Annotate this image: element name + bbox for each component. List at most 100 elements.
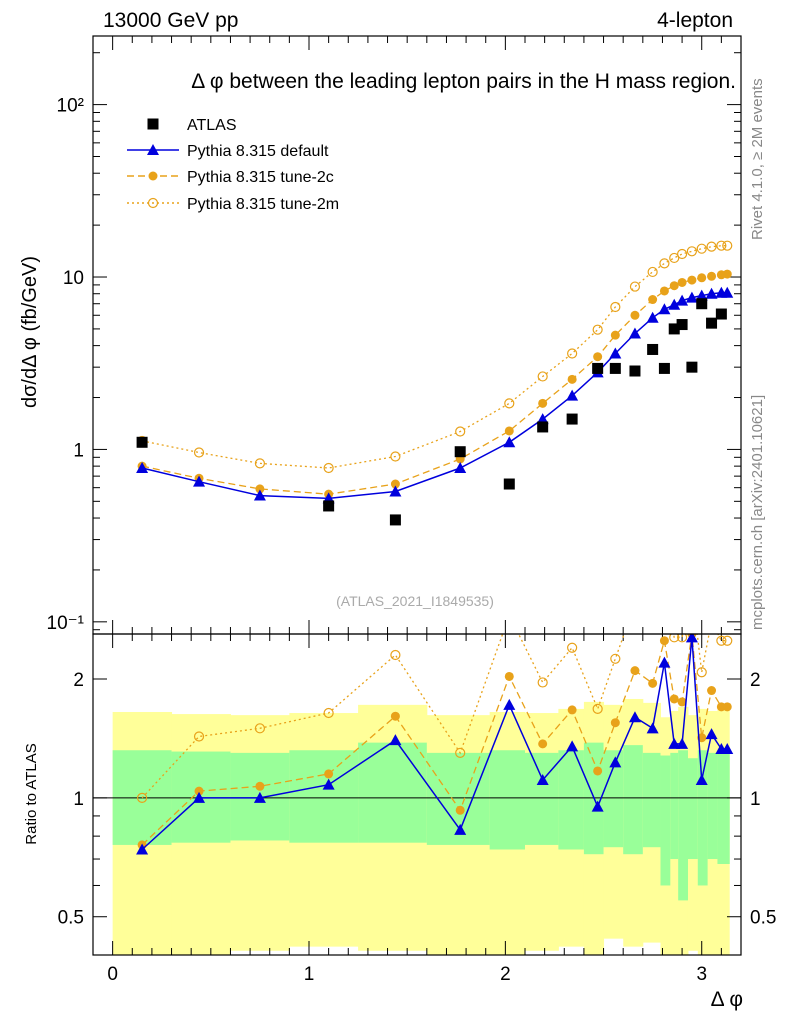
ratio-band-inner [623, 745, 644, 855]
ratio-y-tick-label-right: 0.5 [750, 908, 776, 929]
atlas-data-point [537, 421, 549, 433]
ratio-point-2 [255, 781, 265, 791]
mcplots-reference-label: mcplots.cern.ch [arXiv:2401.10621] [749, 395, 766, 630]
ratio-point-1 [705, 728, 718, 740]
atlas-data-point [566, 413, 578, 425]
x-axis-label: Δ φ [711, 988, 743, 1011]
ratio-band-inner [358, 742, 428, 843]
ratio-point-3 [660, 589, 669, 598]
series-point-2 [593, 352, 603, 362]
ratio-point-3 [696, 667, 707, 678]
ratio-y-axis-label: Ratio to ATLAS [23, 743, 40, 844]
ratio-point-2 [648, 678, 658, 688]
ratio-point-2 [504, 671, 514, 681]
atlas-data-point [686, 361, 698, 373]
ratio-band-inner [707, 752, 718, 860]
ratio-point-1 [454, 823, 467, 835]
series-line-1 [141, 292, 728, 500]
ratio-point-3 [630, 599, 639, 608]
header-right-label: 4-lepton [657, 9, 733, 32]
series-point-1 [253, 489, 266, 501]
series-point-3 [504, 398, 515, 409]
series-point-3 [254, 458, 266, 469]
ratio-point-1 [609, 756, 622, 768]
series-line-2 [141, 273, 728, 495]
series-point-2 [255, 484, 265, 494]
legend: ATLAS Pythia 8.315 default Pythia 8.315 tu… [127, 117, 339, 213]
ratio-point-1 [566, 740, 579, 752]
ratio-point-3 [323, 707, 334, 719]
series-point-3 [323, 462, 334, 474]
ratio-band-inner [697, 750, 709, 886]
ratio-point-1 [503, 698, 516, 710]
ratio-point-1 [389, 734, 402, 746]
series-point-1 [454, 462, 467, 474]
main-y-axis-label: dσ/dΔ φ (fb/GeV) [19, 256, 41, 408]
ratio-point-2 [677, 697, 687, 707]
y-tick-label: 10 [63, 268, 84, 289]
series-point-1 [658, 303, 671, 315]
series-point-2 [610, 330, 620, 340]
legend-label: Pythia 8.315 tune-2c [187, 169, 334, 186]
ratio-y-tick-label-right: 2 [750, 670, 761, 691]
ratio-point-1 [646, 722, 659, 734]
series-point-1 [389, 485, 402, 497]
ratio-point-2 [722, 702, 732, 712]
y-tick-label: 10⁻¹ [47, 613, 85, 634]
ratio-point-2 [194, 786, 204, 796]
series-point-3 [696, 243, 707, 254]
ratio-point-1 [193, 791, 206, 803]
series-point-3 [455, 426, 466, 437]
ratio-y-tick-label-right: 1 [750, 789, 761, 810]
series-point-1 [503, 436, 516, 448]
ratio-point-2 [669, 694, 679, 704]
ratio-point-3 [722, 635, 733, 646]
ratio-band-inner [603, 750, 624, 848]
ratio-point-3 [592, 703, 603, 714]
ratio-point-2 [567, 705, 577, 715]
y-tick-label: 1 [73, 440, 84, 461]
series-point-2 [538, 398, 548, 408]
ratio-y-tick-label: 1 [73, 789, 84, 810]
ratio-band-inner [660, 755, 671, 886]
analysis-watermark: (ATLAS_2021_I1849535) [336, 593, 494, 609]
ratio-point-3 [455, 747, 466, 758]
atlas-data-point [696, 298, 708, 310]
ratio-point-3 [648, 617, 657, 626]
ratio-point-2 [630, 666, 640, 676]
series-point-1 [705, 287, 718, 299]
x-tick-label: 3 [696, 964, 707, 985]
atlas-data-point [136, 436, 148, 448]
atlas-data-point [676, 319, 688, 331]
ratio-point-1 [322, 778, 335, 790]
series-point-1 [685, 291, 698, 303]
ratio-y-tick-label: 0.5 [58, 908, 84, 929]
ratio-point-2 [538, 739, 548, 749]
ratio-point-2 [707, 686, 717, 696]
atlas-data-point [629, 365, 641, 377]
ratio-point-1 [536, 773, 549, 785]
y-tick-label: 10² [57, 96, 84, 117]
x-tick-label: 1 [304, 964, 315, 985]
ratio-point-2 [593, 766, 603, 776]
ratio-point-3 [254, 723, 266, 734]
atlas-data-point [715, 308, 727, 320]
x-tick-label: 2 [500, 964, 511, 985]
atlas-data-point [503, 478, 515, 490]
series-point-2 [707, 271, 717, 281]
series-point-3 [567, 348, 578, 359]
series-point-1 [721, 286, 734, 298]
ratio-point-2 [659, 636, 669, 646]
series-point-3 [629, 281, 641, 292]
series-point-3 [669, 252, 680, 264]
atlas-data-point [647, 343, 659, 355]
ratio-band-inner [489, 750, 526, 850]
series-point-3 [592, 324, 603, 335]
ratio-point-1 [695, 773, 708, 785]
ratio-point-1 [658, 656, 671, 668]
ratio-point-1 [591, 800, 604, 812]
series-point-2 [697, 273, 707, 283]
ratio-point-1 [628, 711, 641, 723]
ratio-point-3 [505, 611, 514, 620]
legend-marker-2 [148, 171, 158, 181]
